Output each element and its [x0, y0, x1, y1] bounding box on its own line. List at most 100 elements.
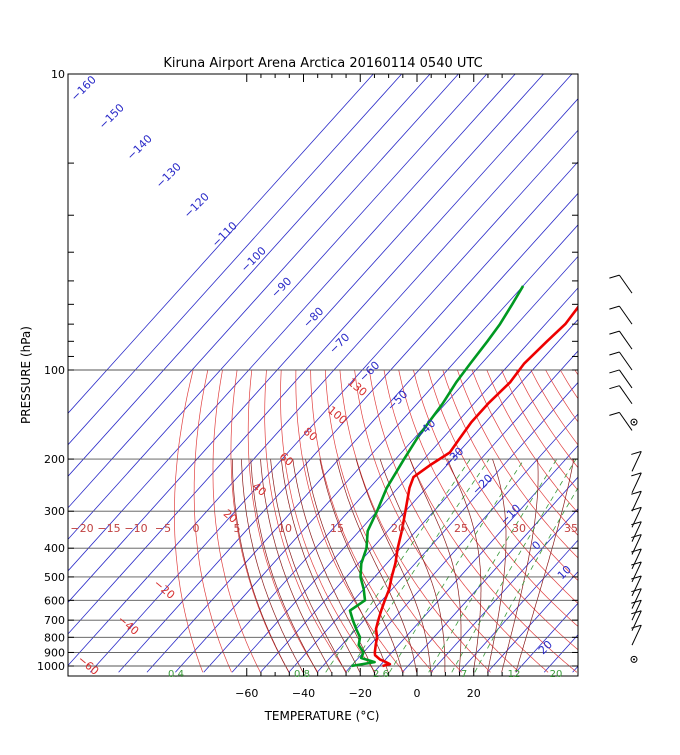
isotherm-label: −150	[96, 101, 127, 132]
dry-adiabat-line	[442, 369, 578, 582]
wind-barb-flag	[631, 506, 642, 511]
x-tick-label: −20	[349, 687, 372, 700]
isotherm-label: −140	[124, 132, 155, 163]
wind-barb-flag	[631, 588, 642, 593]
wind-barb-flag	[631, 450, 642, 455]
wind-barb-flag	[631, 561, 642, 566]
calm-wind-marker-dot	[633, 421, 635, 424]
mixing-ratio-line	[451, 458, 577, 673]
mixing-ratio-label: 12	[508, 669, 521, 680]
dry-adiabat-line	[574, 369, 578, 376]
chart-title: Kiruna Airport Arena Arctica 20160114 05…	[163, 56, 482, 71]
isotherm-line	[68, 74, 573, 635]
dry-adiabat-line	[295, 369, 405, 673]
moist-adiabat-label: −10	[124, 522, 147, 535]
moist-adiabat-line	[260, 459, 332, 673]
wind-barb-flag	[631, 548, 642, 553]
wind-barb-staff	[631, 451, 642, 472]
moist-adiabat-label: 35	[564, 522, 578, 535]
moist-adiabat-label: 30	[512, 522, 526, 535]
mixing-ratio-label: 7	[461, 669, 467, 680]
moist-adiabat-line	[487, 458, 507, 673]
dry-adiabat-line	[413, 369, 578, 627]
isotherm-line	[68, 74, 459, 509]
wind-barb-flag	[631, 472, 642, 477]
moist-adiabat-line	[319, 459, 403, 673]
dry-adiabat-line	[427, 369, 578, 604]
moist-adiabat-line	[409, 458, 462, 673]
moist-adiabat-line	[270, 459, 346, 673]
y-axis-label: PRESSURE (hPa)	[19, 326, 33, 424]
mixing-ratio-line	[428, 458, 558, 673]
axes: −60 −40 −20 0 201010020030040050060070080090…	[37, 68, 578, 700]
wind-barb-staff	[618, 351, 633, 371]
mixing-ratio-label: 0.8	[294, 669, 310, 680]
dry-adiabat-line	[515, 369, 578, 469]
calm-wind-marker	[630, 655, 638, 663]
dry-adiabat-line	[604, 370, 680, 672]
moist-adiabat-line	[280, 459, 361, 673]
isotherm-line	[68, 74, 402, 446]
isotherm-line	[89, 129, 578, 673]
wind-barb-flag	[609, 369, 620, 374]
mixing-ratio-label: 0.4	[168, 669, 184, 680]
moist-adiabat-label: 25	[454, 522, 468, 535]
y-tick-label: 400	[44, 542, 65, 555]
moist-adiabat-line	[292, 459, 375, 673]
y-tick-label: 600	[44, 594, 65, 607]
isotherm-line	[515, 602, 578, 673]
isotherm-line	[458, 539, 578, 673]
isotherm-line	[68, 74, 374, 414]
isotherm-line	[146, 192, 578, 673]
isotherm-line	[487, 571, 578, 673]
wind-barb-staff	[631, 624, 642, 646]
mixing-ratio-line	[389, 458, 525, 673]
isotherm-line	[260, 318, 578, 673]
x-tick-label: 0	[414, 687, 421, 700]
x-tick-label: −40	[292, 687, 315, 700]
isotherm-line	[572, 665, 578, 673]
isotherm-label: −30	[441, 445, 467, 471]
wind-barb-flag	[631, 521, 642, 526]
moist-adiabat-line	[515, 459, 575, 673]
moist-adiabat-label: 10	[278, 522, 292, 535]
isotherm-label: −90	[269, 275, 295, 301]
isotherm-line	[68, 98, 578, 667]
isotherm-line	[68, 74, 544, 603]
isopleth-labels: −160−150−140−130−120−110−100−90−80−70−60…	[68, 73, 578, 680]
wind-barb-flag	[631, 624, 642, 629]
wind-barb-staff	[631, 491, 642, 512]
moist-adiabat-line	[231, 459, 290, 673]
isotherm-label: −120	[181, 190, 212, 221]
dry-adiabat-line	[457, 369, 578, 559]
y-tick-label: 500	[44, 571, 65, 584]
dry-adiabat-line	[471, 369, 578, 536]
moist-adiabat-line	[250, 459, 318, 673]
dry-adiabat-label: −40	[115, 613, 141, 638]
wind-barb-staff	[618, 305, 633, 325]
isotherm-line	[430, 508, 578, 673]
dry-adiabat-line	[324, 369, 462, 673]
temperature-profile-line	[373, 305, 578, 668]
wind-barb-staff	[631, 588, 642, 609]
y-tick-label: 900	[44, 646, 65, 659]
y-tick-label: 300	[44, 505, 65, 518]
dry-adiabat-label: 60	[277, 450, 296, 469]
isotherm-line	[68, 74, 516, 572]
wind-barb-staff	[631, 521, 642, 542]
dry-adiabat-line	[383, 369, 578, 673]
isotherm-line	[175, 224, 578, 673]
dry-adiabat-label: −20	[151, 577, 177, 602]
dry-adiabat-line	[486, 369, 578, 514]
dry-adiabat-line	[174, 369, 204, 673]
isotherm-label: −110	[209, 219, 240, 250]
dry-adiabat-line	[398, 369, 578, 651]
moist-adiabat-label: 0	[193, 522, 200, 535]
moist-adiabat-line	[447, 458, 482, 673]
y-tick-label: 800	[44, 631, 65, 644]
x-tick-label: −60	[235, 687, 258, 700]
moist-adiabat-label: −15	[97, 522, 120, 535]
y-tick-label: 700	[44, 614, 65, 627]
wind-barb-flag	[609, 385, 620, 390]
sounding-profiles	[348, 285, 578, 668]
